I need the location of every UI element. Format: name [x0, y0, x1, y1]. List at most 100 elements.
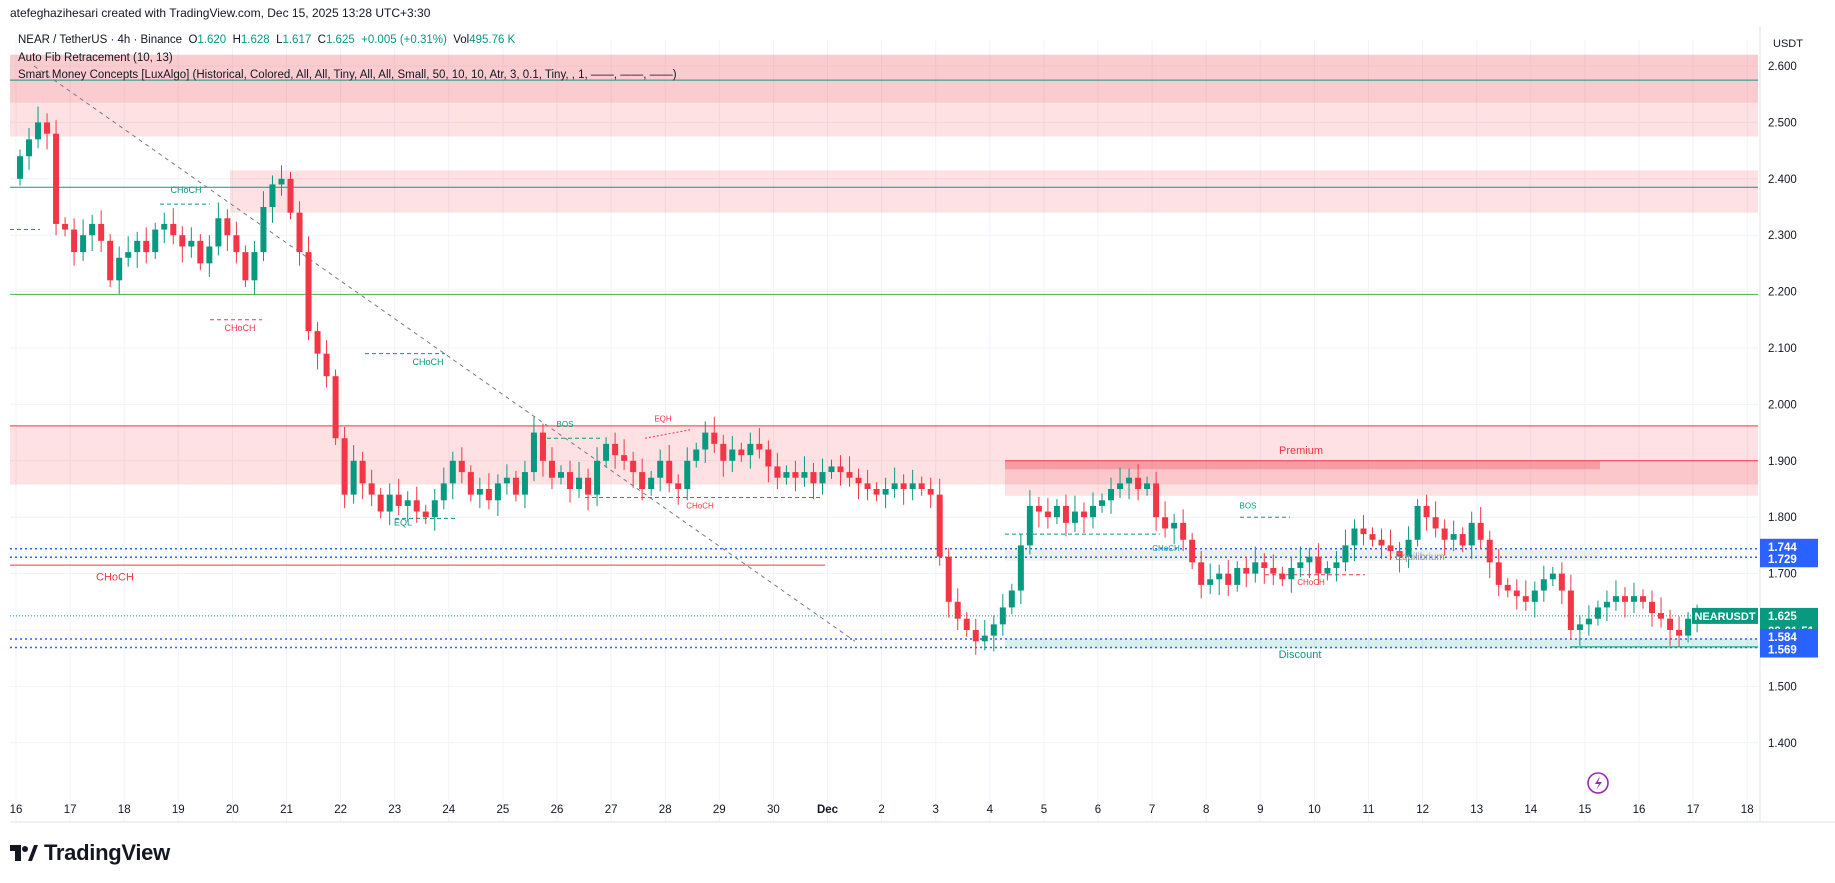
time-tick-label: 6: [1095, 804, 1101, 816]
candle-body: [1243, 567, 1250, 574]
annotation-label: BOS: [557, 420, 574, 429]
time-tick-label: 22: [334, 804, 347, 816]
candle-body: [1658, 613, 1665, 619]
candle-body: [603, 443, 610, 461]
candle-body: [1035, 505, 1042, 512]
open-value: 1.620: [197, 34, 227, 46]
price-tick-label: 2.000: [1768, 399, 1797, 411]
candle-body: [1685, 618, 1692, 636]
candle-body: [1008, 590, 1015, 608]
annotation-label: CHoCH: [686, 502, 714, 511]
candle-body: [1189, 539, 1196, 563]
smc-zones: [10, 54, 1758, 649]
price-badge-label: 1.584: [1768, 632, 1797, 644]
candle-body: [1342, 545, 1349, 563]
annotation-label: CHoCH: [1297, 578, 1325, 587]
candle-body: [990, 624, 997, 636]
zone-band: [230, 170, 1758, 213]
time-tick-label: 17: [64, 804, 77, 816]
annotation-label: EQL: [394, 518, 412, 528]
indicator-fib-legend[interactable]: Auto Fib Retracement (10, 13): [18, 52, 173, 64]
grid: [10, 26, 1835, 823]
time-tick-label: 21: [280, 804, 293, 816]
symbol-legend[interactable]: NEAR / TetherUS · 4h · Binance O1.620 H1…: [18, 34, 515, 46]
candle-body: [332, 376, 339, 439]
volume-label: Vol: [453, 34, 470, 46]
candle-body: [1315, 556, 1322, 574]
time-tick-label: Dec: [817, 804, 839, 816]
fib-levels: [10, 79, 1758, 649]
candle-body: [512, 477, 519, 495]
candle-body: [1667, 618, 1674, 630]
annotation-label: Discount: [1279, 649, 1322, 661]
candle-body: [1089, 505, 1096, 518]
candle-body: [900, 483, 907, 489]
candle-body: [503, 477, 510, 484]
candle-body: [350, 460, 357, 495]
candle-body: [1099, 500, 1105, 506]
tradingview-logo-icon: [10, 845, 38, 861]
candle-body: [954, 601, 961, 619]
price-tick-label: 2.300: [1768, 230, 1797, 242]
candle-body: [1306, 556, 1313, 563]
annotation-label: CHoCH: [170, 185, 201, 195]
candle-body: [1135, 477, 1142, 489]
annotation-label: Equilibrium: [1395, 552, 1444, 563]
candle-body: [1585, 618, 1592, 625]
time-tick-label: 29: [713, 804, 726, 816]
candle-body: [702, 432, 709, 450]
currency-label[interactable]: USDT: [1773, 38, 1803, 50]
time-tick-label: 18: [1741, 804, 1754, 816]
candle-body: [1080, 511, 1087, 518]
candle-body: [530, 432, 537, 473]
candle-body: [1216, 573, 1223, 580]
candle-body: [449, 460, 456, 484]
candle-body: [1423, 505, 1430, 518]
candle-body: [918, 483, 925, 489]
fib-trend-line: [33, 65, 856, 642]
volume-value: 495.76 K: [469, 34, 516, 46]
time-tick-label: 10: [1308, 804, 1321, 816]
time-tick-label: 13: [1470, 804, 1483, 816]
candle-body: [395, 494, 402, 506]
candle-body: [1270, 567, 1277, 574]
candle-body: [972, 630, 979, 642]
candle-body: [440, 483, 447, 501]
time-tick-label: 27: [605, 804, 618, 816]
alert-icon[interactable]: [1587, 772, 1609, 794]
candle-body: [792, 472, 799, 478]
candle-body: [864, 483, 871, 489]
tradingview-logo[interactable]: TradingView: [10, 840, 170, 866]
candle-body: [720, 443, 727, 461]
candle-body: [1432, 517, 1439, 529]
time-tick-label: 14: [1524, 804, 1537, 816]
candle-body: [1053, 505, 1060, 518]
close-value: 1.625: [325, 34, 355, 46]
price-tick-label: 2.400: [1768, 174, 1797, 186]
candle-body: [1108, 489, 1115, 501]
price-badge-bg: [1760, 607, 1818, 624]
symbol-name[interactable]: NEAR / TetherUS · 4h · Binance: [18, 34, 183, 46]
annotations: CHoCH CHoCH CHoCH EQL BOS EQH CHoCH CHoCH Premiu…: [96, 185, 1445, 661]
candle-body: [476, 489, 483, 495]
candle-body: [963, 618, 970, 630]
candle-body: [657, 460, 664, 478]
tradingview-brand: TradingView: [44, 840, 170, 865]
time-tick-label: 23: [388, 804, 401, 816]
candle-body: [341, 438, 348, 495]
candle-body: [1468, 522, 1475, 546]
candle-body: [1414, 505, 1421, 540]
candle-body: [1198, 562, 1205, 585]
candle-body: [1640, 596, 1646, 602]
candle-body: [1180, 522, 1187, 540]
zone-band: [1005, 549, 1600, 561]
time-tick-label: 11: [1363, 804, 1375, 816]
candle-body: [1261, 562, 1268, 568]
price-chart[interactable]: CHoCH CHoCH CHoCH EQL BOS EQH CHoCH CHoCH Premiu…: [0, 26, 1835, 831]
time-axis[interactable]: 16 17 18 19 20 21 22 23 24 25 26 27 28 29 30 Dec 2 3 4 5 6 7 8…: [10, 804, 1754, 816]
annotation-label: CHoCH: [224, 323, 255, 333]
candle-body: [783, 472, 790, 478]
candle-body: [1594, 607, 1601, 619]
indicator-smc-legend[interactable]: Smart Money Concepts [LuxAlgo] (Historic…: [18, 69, 677, 81]
candle-body: [585, 477, 592, 495]
